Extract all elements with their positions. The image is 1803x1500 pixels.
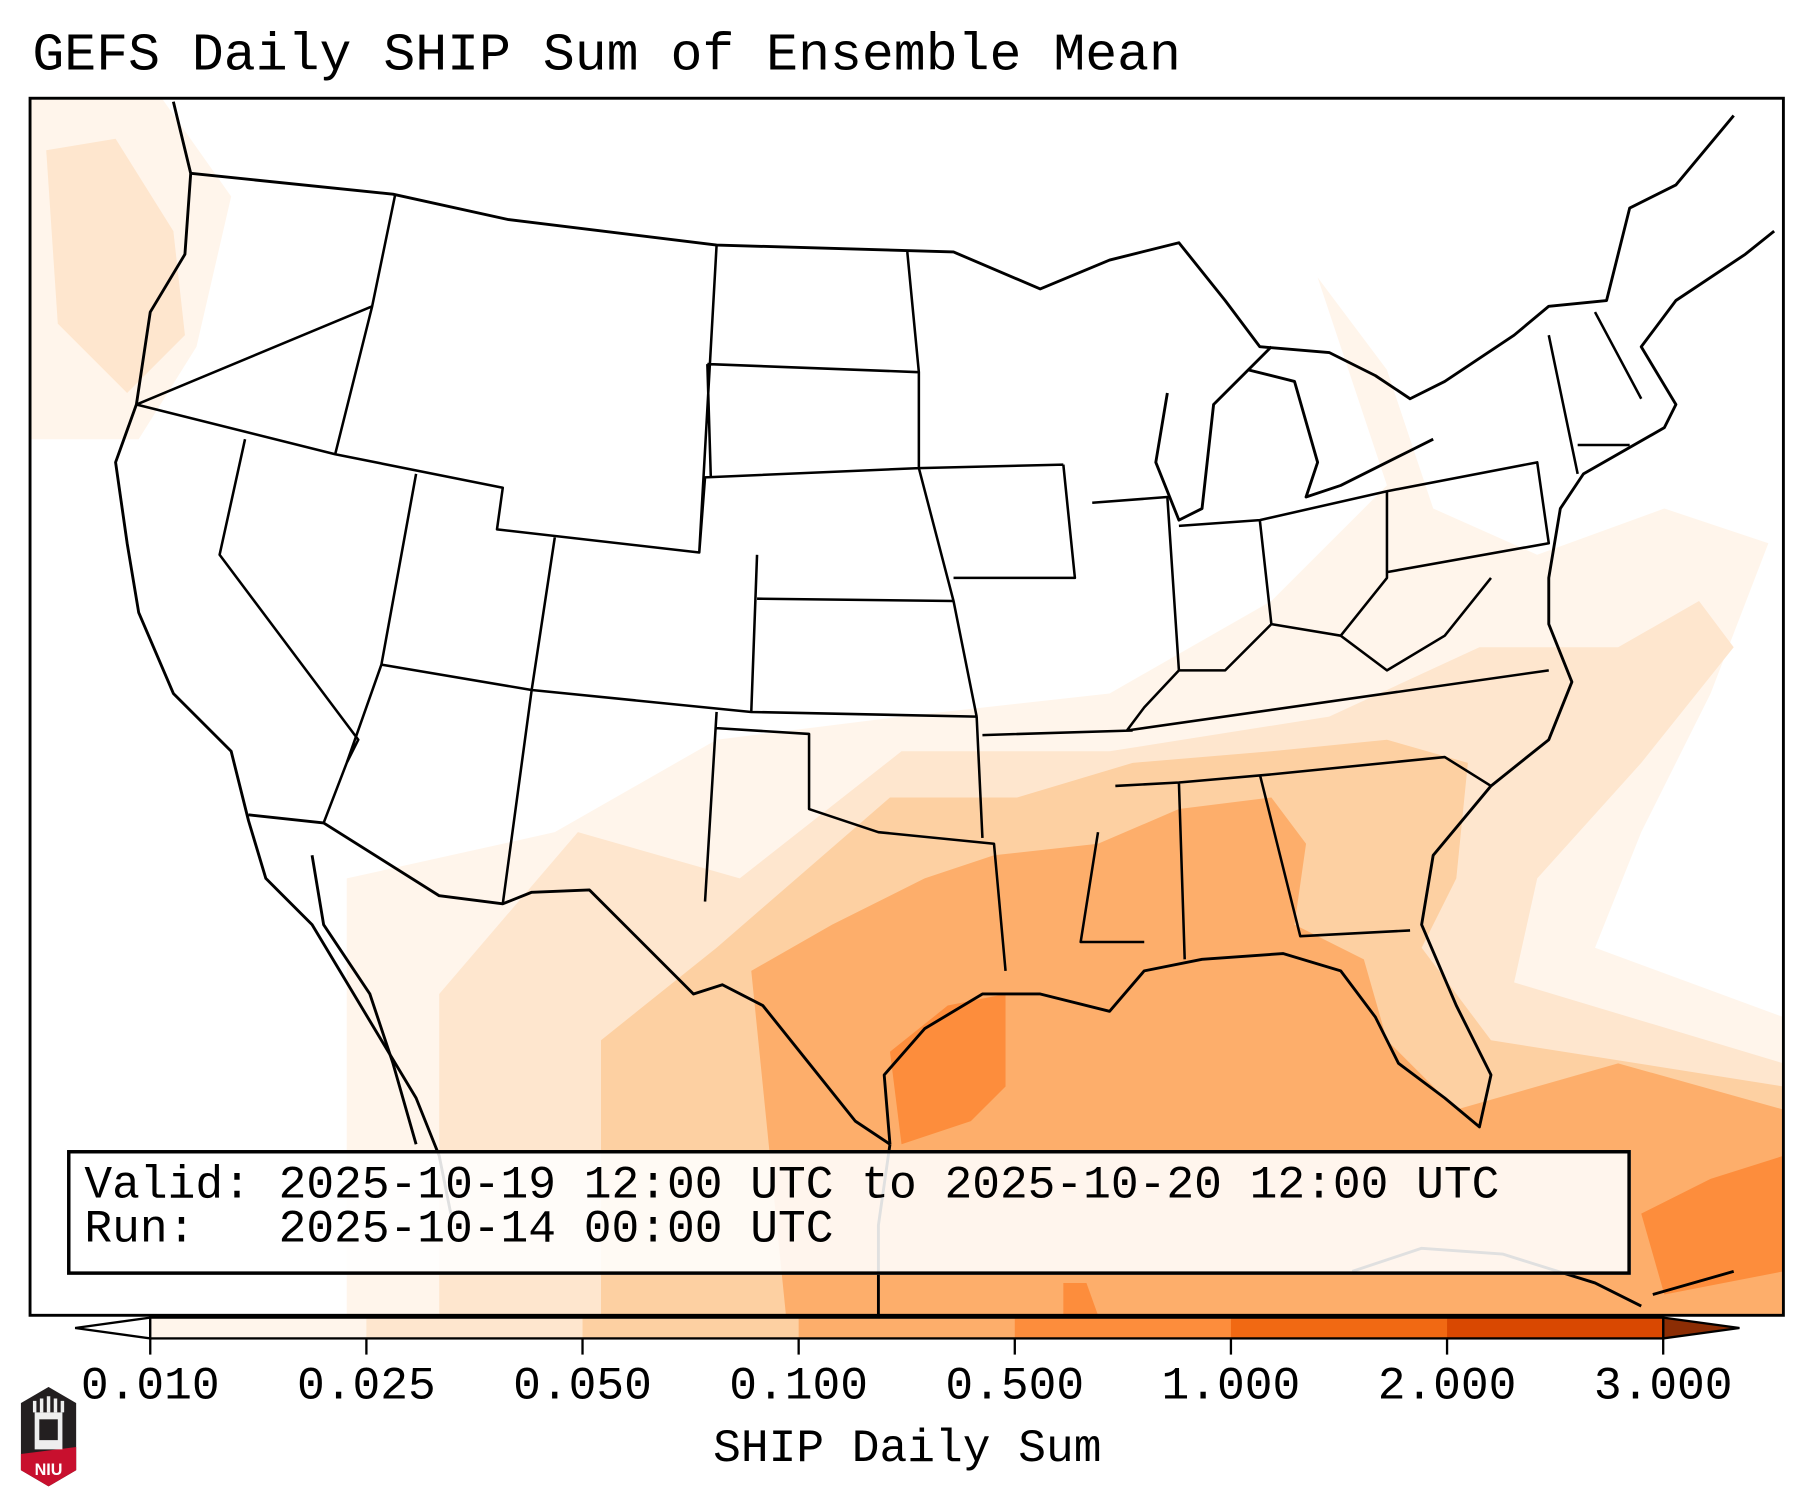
colorbar-outline: [149, 1316, 1665, 1340]
colorbar-tick-label: 1.000: [1161, 1361, 1301, 1414]
colorbar-segment: [1014, 1317, 1232, 1339]
colorbar-under-extension: [74, 1316, 152, 1340]
canada-border: [190, 114, 1735, 401]
map-frame: [28, 96, 1785, 1317]
gulf-coast: [882, 230, 1776, 1145]
colorbar-segment: [366, 1317, 584, 1339]
shade-level-2: [46, 138, 185, 393]
shade-level-5: [1641, 1155, 1784, 1295]
state-lines: [135, 193, 1643, 971]
valid-value: 2025-10-19 12:00 UTC to 2025-10-20 12:00…: [278, 1160, 1500, 1213]
shade-level-5: [1063, 1282, 1099, 1316]
run-label: Run:: [84, 1204, 196, 1257]
colorbar-tick-label: 3.000: [1593, 1361, 1733, 1414]
colorbar-over-extension: [1662, 1316, 1740, 1340]
colorbar-segment: [798, 1317, 1016, 1339]
figure-title: GEFS Daily SHIP Sum of Ensemble Mean: [32, 25, 1181, 86]
colorbar-segment: [582, 1317, 800, 1339]
svg-text:NIU: NIU: [35, 1461, 63, 1479]
shade-level-5: [889, 993, 1006, 1145]
colorbar-segment: [1447, 1317, 1664, 1339]
colorbar-tick-label: 0.500: [945, 1361, 1085, 1414]
valid-label: Valid:: [84, 1160, 251, 1213]
info-box: Valid: 2025-10-19 12:00 UTC to 2025-10-2…: [67, 1150, 1631, 1275]
niu-logo: NIU: [20, 1386, 77, 1487]
colorbar-segment: [1230, 1317, 1448, 1339]
colorbar-tick-label: 0.050: [513, 1361, 652, 1414]
great-lakes: [1154, 345, 1434, 522]
colorbar-label: SHIP Daily Sum: [713, 1423, 1102, 1476]
political-borders: [114, 101, 1776, 1316]
us-mexico-border: [248, 813, 891, 1146]
ship-shading: [30, 98, 1784, 1316]
colorbar: [74, 1316, 1740, 1355]
colorbar-segment: [150, 1317, 367, 1339]
colorbar-tick-label: 0.010: [80, 1361, 220, 1414]
run-value: 2025-10-14 00:00 UTC: [278, 1204, 834, 1257]
colorbar-tick-label: 0.100: [729, 1361, 869, 1414]
colorbar-tick-label: 2.000: [1377, 1361, 1517, 1414]
colorbar-tick-label: 0.025: [297, 1361, 436, 1414]
